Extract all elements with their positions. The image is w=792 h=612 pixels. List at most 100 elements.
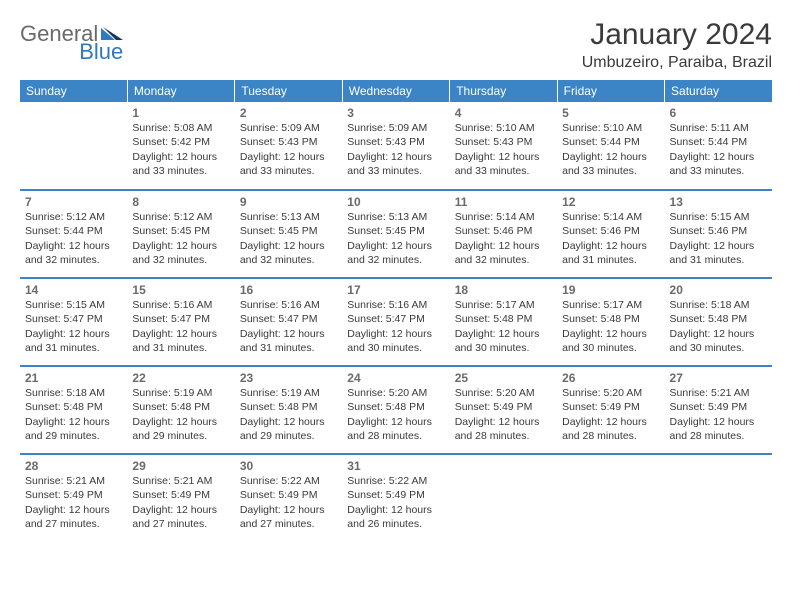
calendar-day-cell: 21Sunrise: 5:18 AMSunset: 5:48 PMDayligh… (20, 366, 127, 454)
day-info-line: Daylight: 12 hours (132, 415, 229, 429)
day-info-line: Sunrise: 5:19 AM (240, 386, 337, 400)
day-info-line: Sunset: 5:49 PM (347, 488, 444, 502)
day-info-line: Daylight: 12 hours (347, 150, 444, 164)
day-number: 8 (132, 194, 229, 210)
day-info-line: Sunset: 5:44 PM (562, 135, 659, 149)
day-info-line: Daylight: 12 hours (132, 503, 229, 517)
day-info-line: and 31 minutes. (25, 341, 122, 355)
calendar-day-cell: 14Sunrise: 5:15 AMSunset: 5:47 PMDayligh… (20, 278, 127, 366)
day-info-line: Sunrise: 5:12 AM (132, 210, 229, 224)
calendar-week-row: 7Sunrise: 5:12 AMSunset: 5:44 PMDaylight… (20, 190, 772, 278)
day-number: 19 (562, 282, 659, 298)
day-info-line: and 31 minutes. (670, 253, 767, 267)
day-info-line: and 28 minutes. (347, 429, 444, 443)
day-info-line: Daylight: 12 hours (347, 503, 444, 517)
day-info-line: Sunset: 5:43 PM (347, 135, 444, 149)
day-info-line: Sunrise: 5:19 AM (132, 386, 229, 400)
day-info-line: Daylight: 12 hours (240, 327, 337, 341)
calendar-day-cell: 10Sunrise: 5:13 AMSunset: 5:45 PMDayligh… (342, 190, 449, 278)
day-info-line: Daylight: 12 hours (132, 150, 229, 164)
weekday-header-row: Sunday Monday Tuesday Wednesday Thursday… (20, 80, 772, 102)
day-info-line: Daylight: 12 hours (240, 503, 337, 517)
day-info-line: Daylight: 12 hours (240, 415, 337, 429)
day-info-line: Sunrise: 5:16 AM (347, 298, 444, 312)
day-info-line: Sunrise: 5:16 AM (132, 298, 229, 312)
day-info-line: and 30 minutes. (562, 341, 659, 355)
calendar-week-row: 1Sunrise: 5:08 AMSunset: 5:42 PMDaylight… (20, 102, 772, 190)
day-info-line: Sunset: 5:44 PM (25, 224, 122, 238)
day-number: 23 (240, 370, 337, 386)
calendar-day-cell: 12Sunrise: 5:14 AMSunset: 5:46 PMDayligh… (557, 190, 664, 278)
calendar-day-cell: 28Sunrise: 5:21 AMSunset: 5:49 PMDayligh… (20, 454, 127, 542)
day-info-line: and 31 minutes. (240, 341, 337, 355)
logo-text-blue: Blue (20, 41, 123, 63)
weekday-header: Saturday (665, 80, 772, 102)
day-info-line: and 32 minutes. (455, 253, 552, 267)
calendar-day-cell: 5Sunrise: 5:10 AMSunset: 5:44 PMDaylight… (557, 102, 664, 190)
day-info-line: Sunset: 5:48 PM (132, 400, 229, 414)
calendar-day-cell: 6Sunrise: 5:11 AMSunset: 5:44 PMDaylight… (665, 102, 772, 190)
calendar-day-cell: 2Sunrise: 5:09 AMSunset: 5:43 PMDaylight… (235, 102, 342, 190)
day-info-line: Sunrise: 5:20 AM (562, 386, 659, 400)
day-number: 11 (455, 194, 552, 210)
day-number: 21 (25, 370, 122, 386)
day-number: 24 (347, 370, 444, 386)
day-info-line: and 31 minutes. (562, 253, 659, 267)
day-info-line: and 28 minutes. (455, 429, 552, 443)
day-info-line: Sunset: 5:42 PM (132, 135, 229, 149)
calendar-day-cell (20, 102, 127, 190)
calendar-day-cell: 22Sunrise: 5:19 AMSunset: 5:48 PMDayligh… (127, 366, 234, 454)
day-info-line: Sunset: 5:48 PM (455, 312, 552, 326)
day-info-line: and 32 minutes. (25, 253, 122, 267)
calendar-day-cell: 25Sunrise: 5:20 AMSunset: 5:49 PMDayligh… (450, 366, 557, 454)
calendar-day-cell (557, 454, 664, 542)
day-info-line: and 32 minutes. (132, 253, 229, 267)
day-number: 16 (240, 282, 337, 298)
day-info-line: Sunrise: 5:20 AM (347, 386, 444, 400)
day-info-line: and 33 minutes. (455, 164, 552, 178)
day-info-line: and 32 minutes. (240, 253, 337, 267)
calendar-week-row: 14Sunrise: 5:15 AMSunset: 5:47 PMDayligh… (20, 278, 772, 366)
day-info-line: and 27 minutes. (240, 517, 337, 531)
day-number: 10 (347, 194, 444, 210)
day-info-line: Daylight: 12 hours (455, 150, 552, 164)
day-info-line: and 32 minutes. (347, 253, 444, 267)
day-info-line: Daylight: 12 hours (132, 239, 229, 253)
day-info-line: Sunrise: 5:15 AM (670, 210, 767, 224)
day-info-line: and 28 minutes. (670, 429, 767, 443)
day-info-line: Sunset: 5:43 PM (455, 135, 552, 149)
day-number: 6 (670, 105, 767, 121)
day-number: 4 (455, 105, 552, 121)
calendar-day-cell: 8Sunrise: 5:12 AMSunset: 5:45 PMDaylight… (127, 190, 234, 278)
header: General Blue January 2024 Umbuzeiro, Par… (20, 18, 772, 72)
day-number: 1 (132, 105, 229, 121)
day-info-line: Sunrise: 5:10 AM (455, 121, 552, 135)
day-info-line: Daylight: 12 hours (347, 415, 444, 429)
location-text: Umbuzeiro, Paraiba, Brazil (582, 54, 772, 72)
calendar-day-cell: 16Sunrise: 5:16 AMSunset: 5:47 PMDayligh… (235, 278, 342, 366)
day-number: 3 (347, 105, 444, 121)
day-info-line: Sunrise: 5:18 AM (670, 298, 767, 312)
calendar-week-row: 28Sunrise: 5:21 AMSunset: 5:49 PMDayligh… (20, 454, 772, 542)
calendar-day-cell: 1Sunrise: 5:08 AMSunset: 5:42 PMDaylight… (127, 102, 234, 190)
day-info-line: and 33 minutes. (562, 164, 659, 178)
day-info-line: and 30 minutes. (455, 341, 552, 355)
calendar-day-cell: 7Sunrise: 5:12 AMSunset: 5:44 PMDaylight… (20, 190, 127, 278)
day-info-line: Sunset: 5:47 PM (25, 312, 122, 326)
day-info-line: Sunrise: 5:21 AM (25, 474, 122, 488)
calendar-day-cell: 18Sunrise: 5:17 AMSunset: 5:48 PMDayligh… (450, 278, 557, 366)
day-info-line: and 31 minutes. (132, 341, 229, 355)
day-info-line: Sunrise: 5:13 AM (347, 210, 444, 224)
day-number: 18 (455, 282, 552, 298)
day-info-line: Daylight: 12 hours (25, 503, 122, 517)
day-info-line: Sunset: 5:46 PM (455, 224, 552, 238)
day-info-line: Sunrise: 5:21 AM (670, 386, 767, 400)
day-info-line: Daylight: 12 hours (562, 415, 659, 429)
day-info-line: and 28 minutes. (562, 429, 659, 443)
day-info-line: Sunrise: 5:12 AM (25, 210, 122, 224)
day-number: 12 (562, 194, 659, 210)
day-number: 17 (347, 282, 444, 298)
day-number: 15 (132, 282, 229, 298)
day-number: 25 (455, 370, 552, 386)
day-info-line: and 29 minutes. (132, 429, 229, 443)
